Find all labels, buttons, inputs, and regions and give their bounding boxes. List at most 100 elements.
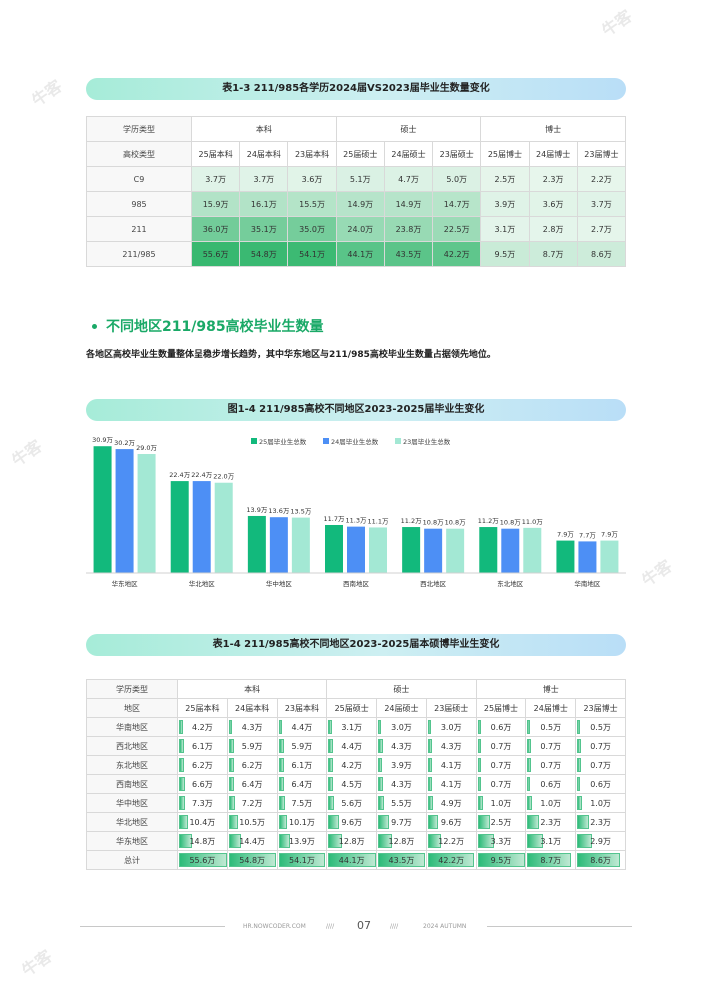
table-row: 华东地区 14.8万 14.4万 13.9万 12.8万 12.8万 12.2万 3.3万 3.… xyxy=(86,831,626,851)
column-header: 25届硕士 xyxy=(335,141,385,167)
table-cell: 35.1万 xyxy=(239,216,289,242)
cell-data-bar xyxy=(427,739,433,753)
header-label: 高校类型 xyxy=(86,141,192,167)
bar-value-label: 11.7万 xyxy=(324,515,345,523)
table-cell: 14.4万 xyxy=(226,831,278,851)
group-header: 博士 xyxy=(480,116,626,142)
header-label: 学历类型 xyxy=(86,116,192,142)
footer-separator: //// xyxy=(390,923,399,930)
table-cell: 4.3万 xyxy=(376,736,427,756)
cell-value: 6.6万 xyxy=(192,779,213,789)
table-cell: 0.7万 xyxy=(475,774,527,794)
footer-separator: //// xyxy=(326,923,335,930)
footer-rule-right xyxy=(487,926,632,927)
table-cell: 3.0万 xyxy=(425,717,477,737)
cell-data-bar xyxy=(179,777,185,791)
cell-value: 10.4万 xyxy=(189,817,216,827)
table-cell: 9.6万 xyxy=(425,812,477,832)
x-tick-label: 华南地区 xyxy=(574,579,601,588)
table-cell: 5.0万 xyxy=(432,166,482,192)
cell-value: 3.0万 xyxy=(391,722,412,732)
table-cell: 3.7万 xyxy=(576,191,627,217)
cell-value: 14.4万 xyxy=(239,836,266,846)
cell-value: 4.1万 xyxy=(440,779,462,789)
cell-data-bar xyxy=(577,834,592,848)
cell-value: 9.6万 xyxy=(440,817,462,827)
table-cell: 9.7万 xyxy=(376,812,427,832)
cell-data-bar xyxy=(477,758,482,772)
table-cell: 8.7万 xyxy=(528,241,578,267)
column-header: 25届本科 xyxy=(190,141,241,167)
cell-data-bar xyxy=(278,796,285,810)
table-cell: 3.3万 xyxy=(475,831,527,851)
cell-data-bar xyxy=(477,834,495,848)
table-cell: 9.5万 xyxy=(480,241,530,267)
bar-value-label: 11.0万 xyxy=(522,518,543,526)
cell-value: 0.7万 xyxy=(590,741,611,751)
table-cell: 22.5万 xyxy=(432,216,482,242)
table-cell: 4.2万 xyxy=(326,755,378,775)
table-cell: 0.7万 xyxy=(475,736,527,756)
table-cell: 2.9万 xyxy=(575,831,626,851)
table-cell: 3.6万 xyxy=(528,191,578,217)
legend-swatch xyxy=(395,438,401,444)
bar-value-label: 10.8万 xyxy=(423,519,444,527)
row-label: C9 xyxy=(86,166,192,192)
column-header: 23届博士 xyxy=(575,698,626,718)
cell-data-bar xyxy=(328,853,377,867)
table-cell: 54.8万 xyxy=(239,241,289,267)
table-cell: 6.4万 xyxy=(226,774,278,794)
cell-data-bar xyxy=(179,739,185,753)
table-cell: 1.0万 xyxy=(475,793,527,813)
table-cell: 4.2万 xyxy=(177,717,228,737)
cell-data-bar xyxy=(278,834,291,848)
table-row: 985 15.9万 16.1万 15.5万 14.9万 14.9万 14.7万 3.9万 3.6… xyxy=(86,191,627,217)
page-number: 07 xyxy=(357,919,371,932)
table-cell: 4.3万 xyxy=(376,774,427,794)
table-cell: 4.1万 xyxy=(425,774,477,794)
cell-value: 2.3万 xyxy=(540,817,562,827)
footer-edition: 2024 AUTUMN xyxy=(423,923,467,930)
cell-value: 1.0万 xyxy=(540,798,562,808)
table-cell: 10.5万 xyxy=(226,812,278,832)
cell-data-bar xyxy=(477,815,491,829)
bar-value-label: 22.4万 xyxy=(191,471,212,479)
bar-value-label: 13.6万 xyxy=(268,507,289,515)
cell-data-bar xyxy=(378,815,389,829)
cell-data-bar xyxy=(179,796,186,810)
cell-data-bar xyxy=(378,834,392,848)
group-header: 本科 xyxy=(191,116,337,142)
bar-value-label: 11.2万 xyxy=(478,517,499,525)
bar-value-label: 30.9万 xyxy=(92,436,113,444)
bar xyxy=(137,454,156,573)
table-cell: 4.5万 xyxy=(326,774,378,794)
cell-data-bar xyxy=(477,777,482,791)
row-label: 西南地区 xyxy=(86,774,178,794)
table-cell: 54.1万 xyxy=(287,241,337,267)
cell-data-bar xyxy=(427,796,434,810)
table-cell: 6.2万 xyxy=(226,755,278,775)
table-cell: 16.1万 xyxy=(239,191,289,217)
page-footer: HR.NOWCODER.COM //// 07 //// 2024 AUTUMN xyxy=(0,919,711,934)
cell-data-bar xyxy=(477,720,481,734)
cell-data-bar xyxy=(577,758,581,772)
table-cell: 0.7万 xyxy=(575,755,626,775)
x-tick-label: 东北地区 xyxy=(497,579,524,588)
bar xyxy=(247,515,266,573)
footer-rule-left xyxy=(80,926,225,927)
table-cell: 14.7万 xyxy=(432,191,482,217)
bar xyxy=(214,482,233,573)
table-cell: 35.0万 xyxy=(287,216,337,242)
cell-data-bar xyxy=(228,758,235,772)
cell-value: 4.3万 xyxy=(391,741,412,751)
table-cell: 2.7万 xyxy=(576,216,627,242)
table-cell: 6.2万 xyxy=(177,755,228,775)
x-tick-label: 华东地区 xyxy=(112,579,139,588)
table-cell: 2.3万 xyxy=(525,812,577,832)
cell-data-bar xyxy=(427,720,432,734)
column-header: 25届硕士 xyxy=(326,698,378,718)
cell-data-bar xyxy=(527,815,539,829)
cell-data-bar xyxy=(477,853,526,867)
cell-value: 0.7万 xyxy=(490,741,512,751)
table-cell: 12.8万 xyxy=(376,831,427,851)
